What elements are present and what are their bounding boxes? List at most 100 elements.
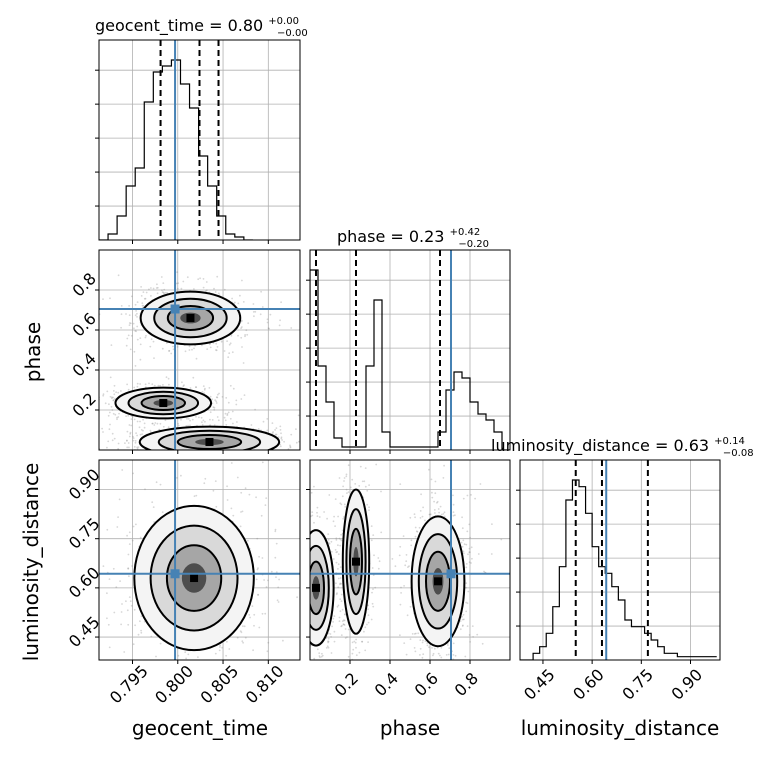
scatter-point	[297, 560, 299, 562]
scatter-point	[315, 678, 317, 680]
scatter-point	[271, 432, 274, 434]
scatter-point	[141, 304, 144, 307]
scatter-point	[136, 301, 139, 303]
scatter-point	[176, 477, 178, 479]
scatter-point	[468, 551, 471, 554]
scatter-point	[127, 455, 129, 457]
scatter-point	[195, 494, 198, 497]
scatter-point	[134, 314, 137, 317]
scatter-point	[232, 514, 235, 517]
scatter-point	[334, 525, 336, 527]
scatter-point	[144, 488, 146, 491]
scatter-point	[294, 630, 296, 632]
scatter-point	[462, 552, 465, 555]
panel-phase-phase	[306, 249, 511, 454]
scatter-point	[377, 567, 380, 570]
scatter-point	[230, 452, 232, 454]
scatter-point	[419, 517, 422, 519]
scatter-point	[163, 288, 166, 291]
scatter-point	[197, 451, 199, 453]
scatter-point	[240, 631, 243, 634]
scatter-point	[234, 462, 236, 464]
scatter-point	[155, 481, 158, 484]
scatter-point	[275, 454, 277, 456]
scatter-point	[220, 453, 222, 455]
scatter-point	[438, 511, 440, 514]
scatter-point	[217, 292, 220, 295]
scatter-point	[352, 669, 354, 671]
scatter-point	[338, 616, 341, 619]
scatter-point	[291, 617, 293, 619]
scatter-point	[136, 325, 139, 328]
scatter-point	[107, 414, 110, 417]
scatter-point	[168, 349, 171, 352]
scatter-point	[200, 451, 202, 453]
scatter-point	[304, 633, 306, 635]
scatter-point	[235, 399, 238, 402]
scatter-point	[257, 428, 260, 430]
scatter-point	[307, 547, 309, 549]
scatter-point	[266, 461, 268, 463]
scatter-point	[440, 656, 443, 659]
x-tick-label: 0.795	[106, 661, 152, 707]
scatter-point	[143, 297, 146, 300]
scatter-point	[465, 563, 468, 565]
scatter-point	[443, 685, 445, 687]
scatter-point	[462, 550, 465, 553]
scatter-point	[211, 398, 214, 401]
scatter-point	[225, 452, 227, 454]
scatter-point	[298, 531, 300, 533]
scatter-point	[111, 439, 114, 442]
scatter-point	[333, 615, 336, 617]
x-tick-label: 0.800	[151, 661, 197, 707]
scatter-point	[244, 334, 247, 336]
scatter-point	[195, 357, 198, 360]
scatter-point	[140, 429, 143, 431]
scatter-point	[290, 433, 293, 436]
scatter-point	[219, 451, 221, 453]
scatter-point	[413, 513, 416, 516]
scatter-point	[202, 278, 205, 280]
panel-content	[99, 460, 300, 660]
scatter-point	[108, 646, 111, 649]
x-tick-label: 0.90	[668, 665, 707, 704]
scatter-point	[225, 397, 228, 399]
scatter-point	[223, 350, 226, 352]
scatter-point	[465, 610, 468, 613]
scatter-point	[139, 536, 142, 539]
scatter-point	[225, 424, 228, 426]
scatter-point	[248, 457, 250, 459]
grid-lines	[310, 460, 510, 660]
scatter-point	[199, 277, 202, 280]
scatter-point	[119, 580, 121, 582]
panel-luminosity_distance-luminosity_distance: 0.45 0.60 0.75 0.90	[516, 459, 721, 704]
scatter-point	[144, 383, 147, 386]
scatter-point	[343, 503, 346, 506]
scatter-point	[463, 543, 466, 546]
scatter-point	[278, 578, 280, 581]
scatter-point	[282, 639, 284, 642]
scatter-point	[327, 632, 330, 635]
scatter-point	[239, 630, 242, 632]
panel-frame	[519, 459, 721, 661]
scatter-point	[164, 291, 167, 294]
scatter-point	[316, 648, 319, 651]
scatter-point	[126, 440, 128, 442]
scatter-point	[102, 431, 104, 433]
scatter-point	[285, 462, 287, 464]
scatter-point	[106, 528, 109, 531]
scatter-point	[340, 634, 343, 636]
scatter-point	[399, 545, 402, 548]
scatter-point	[136, 338, 139, 341]
scatter-point	[271, 422, 274, 424]
scatter-point	[246, 333, 249, 336]
scatter-point	[345, 475, 348, 478]
scatter-point	[108, 428, 111, 431]
scatter-point	[237, 334, 239, 337]
scatter-point	[173, 451, 175, 453]
scatter-point	[300, 583, 302, 585]
scatter-point	[142, 418, 145, 421]
scatter-point	[336, 605, 339, 608]
scatter-point	[347, 464, 350, 467]
scatter-point	[279, 319, 281, 322]
